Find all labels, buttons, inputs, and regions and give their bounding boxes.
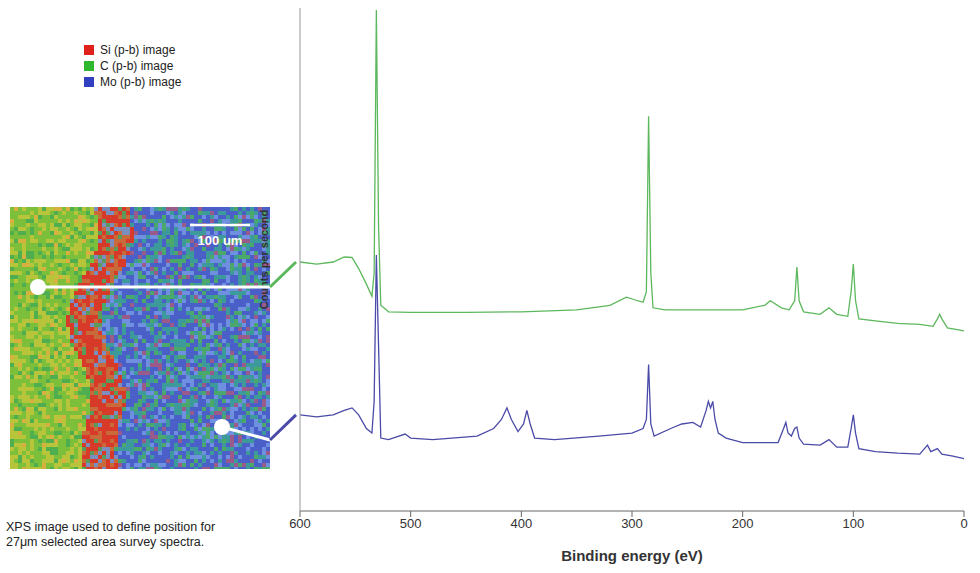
html-text:XPS image used to define posit: XPS image used to define position for 27…	[6, 520, 216, 549]
svg-text:0: 0	[960, 516, 967, 531]
svg-text:Counts per second: Counts per second	[258, 210, 270, 310]
svg-text:500: 500	[400, 516, 422, 531]
svg-text:100: 100	[842, 516, 864, 531]
html-text:C (p-b) image: C (p-b) image	[100, 59, 174, 73]
svg-text:600: 600	[289, 516, 311, 531]
svg-text:200: 200	[732, 516, 754, 531]
svg-text:400: 400	[510, 516, 532, 531]
svg-text:Binding energy (eV): Binding energy (eV)	[561, 547, 703, 564]
svg-text:100 um: 100 um	[198, 233, 243, 248]
html-text:Si (p-b) image: Si (p-b) image	[100, 43, 176, 57]
svg-text:300: 300	[621, 516, 643, 531]
html-text:Mo (p-b) image: Mo (p-b) image	[100, 75, 182, 89]
